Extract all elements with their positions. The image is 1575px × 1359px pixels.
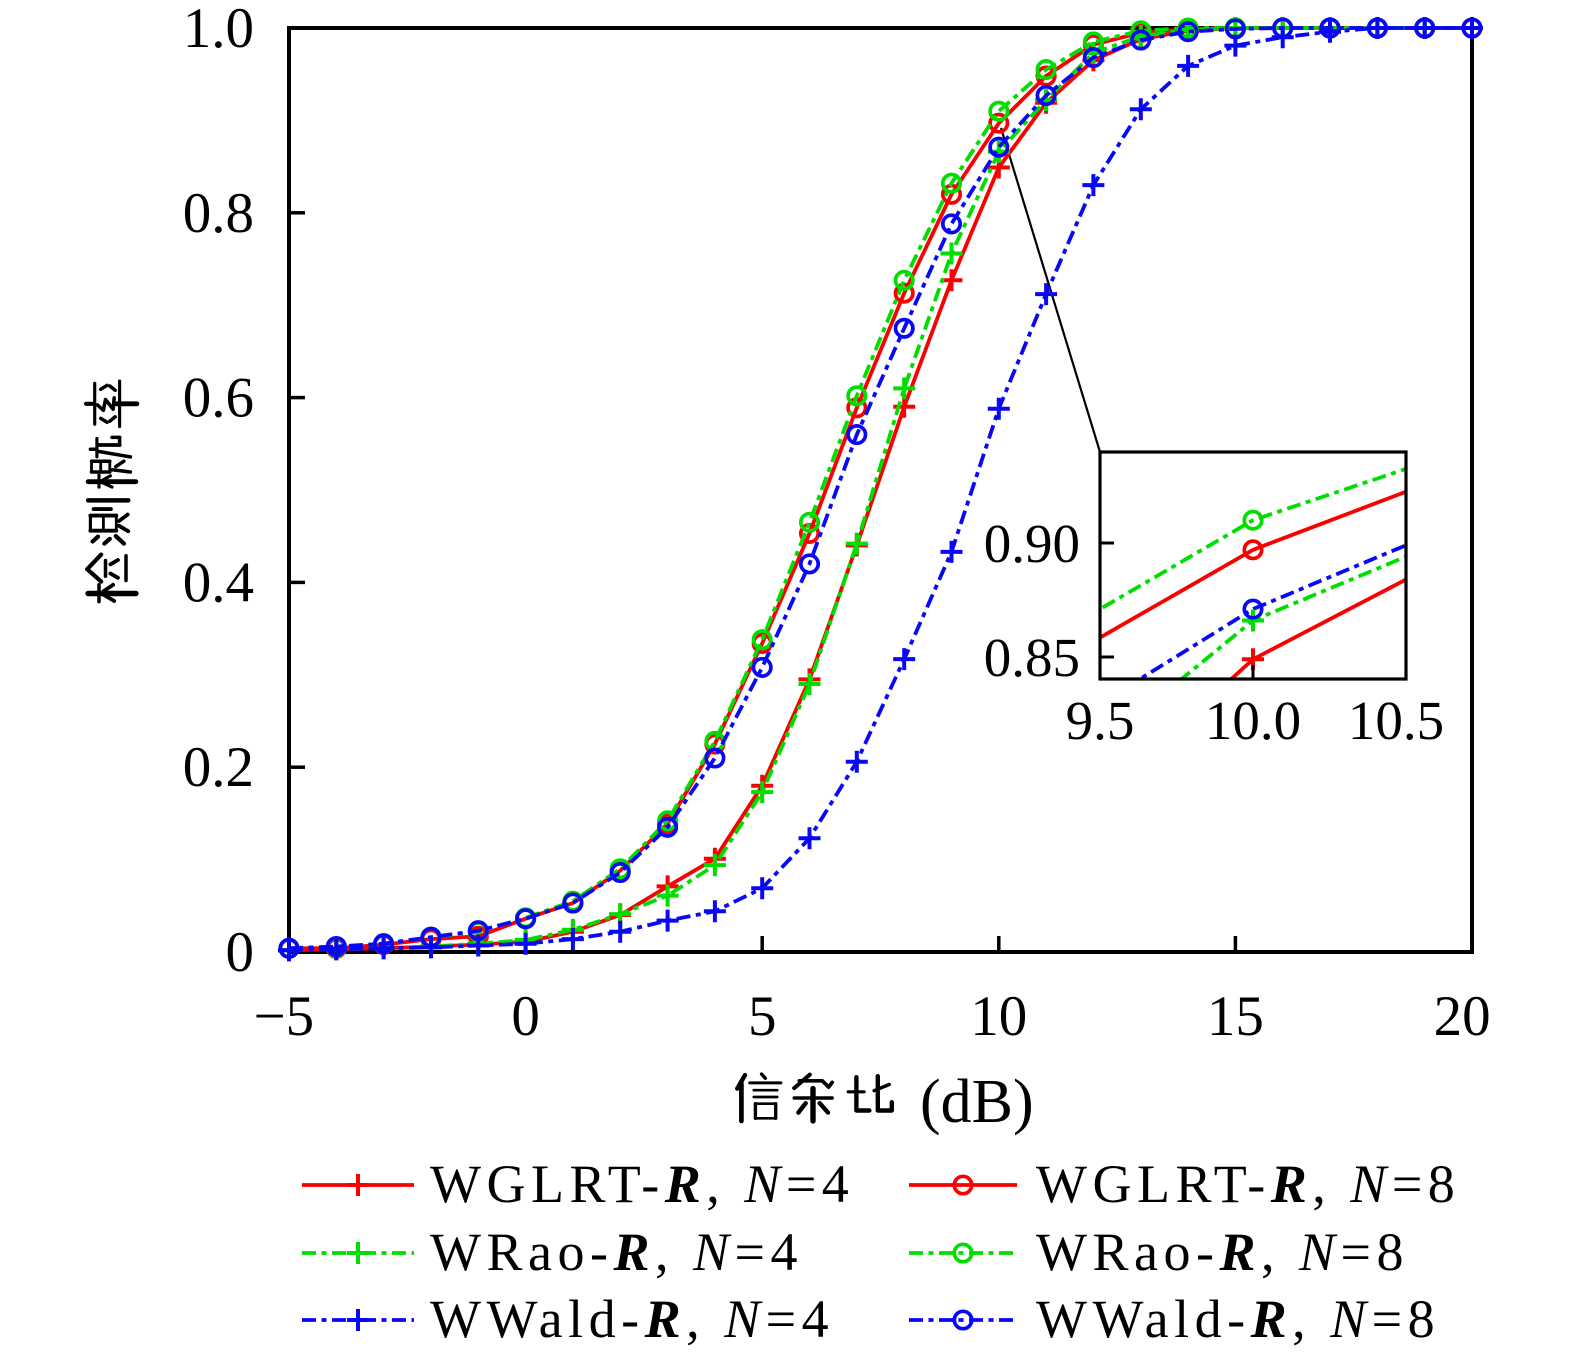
- svg-text:9.5: 9.5: [1066, 690, 1135, 751]
- svg-text:−5: −5: [253, 985, 314, 1048]
- svg-text:(dB): (dB): [920, 1068, 1034, 1136]
- svg-text:10.5: 10.5: [1348, 690, 1444, 751]
- svg-text:0.4: 0.4: [183, 551, 254, 614]
- svg-text:15: 15: [1207, 985, 1264, 1048]
- svg-text:0.2: 0.2: [183, 736, 254, 799]
- svg-text:0: 0: [226, 921, 255, 984]
- svg-text:WWald-R, N=4: WWald-R, N=4: [430, 1289, 834, 1349]
- svg-text:5: 5: [748, 985, 777, 1048]
- svg-text:10: 10: [970, 985, 1027, 1048]
- svg-text:0: 0: [511, 985, 540, 1048]
- svg-text:0.85: 0.85: [984, 627, 1080, 688]
- svg-text:WRao-R, N=8: WRao-R, N=8: [1036, 1222, 1409, 1282]
- svg-text:1.0: 1.0: [183, 0, 254, 60]
- svg-text:20: 20: [1434, 985, 1491, 1048]
- svg-text:WGLRT-R, N=8: WGLRT-R, N=8: [1036, 1154, 1460, 1214]
- svg-text:0.6: 0.6: [183, 367, 254, 430]
- svg-text:0.8: 0.8: [183, 182, 254, 245]
- svg-text:0.90: 0.90: [984, 513, 1080, 574]
- svg-text:WGLRT-R, N=4: WGLRT-R, N=4: [430, 1154, 854, 1214]
- svg-text:WRao-R, N=4: WRao-R, N=4: [430, 1222, 803, 1282]
- svg-text:10.0: 10.0: [1205, 690, 1301, 751]
- svg-text:WWald-R, N=8: WWald-R, N=8: [1036, 1289, 1440, 1349]
